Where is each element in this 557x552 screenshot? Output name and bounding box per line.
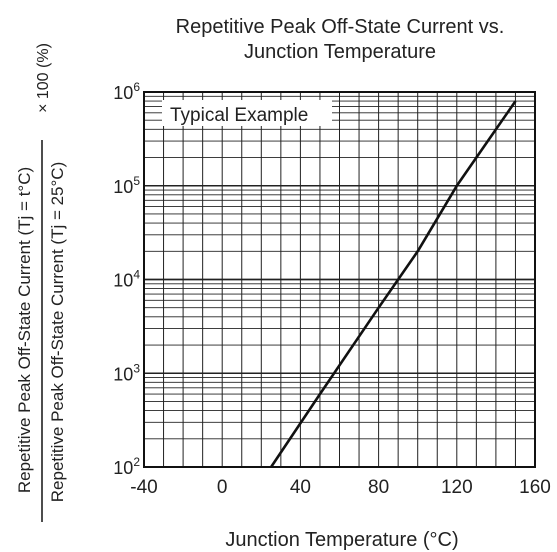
- y-tick-label: 105: [113, 174, 140, 197]
- series-group: [270, 100, 517, 468]
- x-tick-label: -40: [130, 477, 157, 498]
- y-tick-label: 102: [113, 455, 140, 478]
- y-axis-label-numerator: Repetitive Peak Off-State Current (Tj = …: [15, 167, 34, 493]
- plot-frame: [143, 91, 536, 468]
- x-tick-label: 0: [217, 477, 228, 498]
- chart-title-line-2: Junction Temperature: [244, 41, 436, 63]
- x-tick-label: 40: [290, 477, 311, 498]
- series-line: [270, 100, 517, 468]
- y-tick-label: 106: [113, 80, 140, 103]
- y-axis-label-multiplier: × 100 (%): [35, 43, 52, 113]
- y-tick-labels: 102 103 104 105 106: [113, 80, 140, 478]
- y-tick-label: 103: [113, 361, 140, 384]
- y-axis-label: Repetitive Peak Off-State Current (Tj = …: [15, 43, 67, 522]
- annotation-box: [162, 100, 332, 126]
- x-tick-label: 120: [441, 477, 473, 498]
- chart-title: Repetitive Peak Off-State Current vs. Ju…: [176, 16, 505, 63]
- annotation-text: Typical Example: [170, 105, 308, 126]
- y-tick-label: 104: [113, 268, 140, 291]
- x-tick-label: 80: [368, 477, 389, 498]
- chart-title-line-1: Repetitive Peak Off-State Current vs.: [176, 16, 505, 38]
- x-tick-label: 160: [519, 477, 551, 498]
- grid: [143, 91, 536, 468]
- x-tick-labels: -40 0 40 80 120 160: [130, 477, 551, 498]
- x-axis-label: Junction Temperature (°C): [225, 529, 458, 551]
- annotation: Typical Example: [162, 100, 332, 126]
- y-axis-label-denominator: Repetitive Peak Off-State Current (Tj = …: [48, 162, 67, 502]
